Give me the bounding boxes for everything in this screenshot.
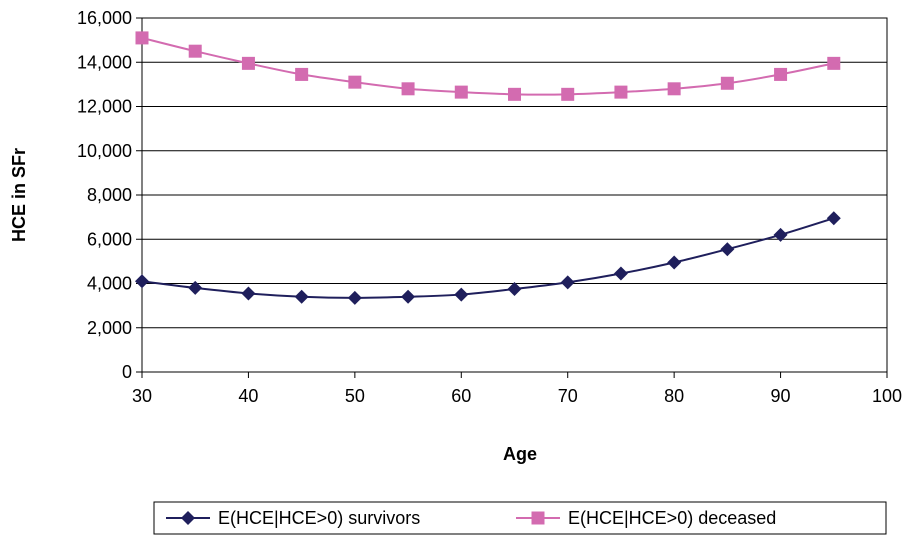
series-1 [135, 211, 841, 305]
legend: E(HCE|HCE>0) survivors E(HCE|HCE>0) decea… [153, 501, 887, 535]
legend-label: E(HCE|HCE>0) deceased [568, 508, 776, 528]
data-point [347, 290, 362, 305]
x-tick-label: 30 [132, 386, 152, 406]
gridlines [142, 17, 887, 373]
data-point [720, 76, 734, 90]
data-point [827, 56, 841, 70]
data-point [241, 286, 256, 301]
x-tick-label: 60 [451, 386, 471, 406]
data-point [508, 87, 521, 101]
data-point [454, 287, 469, 302]
legend-marker [531, 511, 545, 525]
data-point [560, 275, 575, 290]
y-tick-label: 4,000 [87, 274, 132, 294]
y-axis-title: HCE in SFr [9, 148, 29, 242]
data-point [614, 85, 628, 99]
data-point [295, 67, 309, 81]
data-point [774, 67, 788, 81]
data-point [826, 211, 841, 226]
x-tick-label: 70 [558, 386, 578, 406]
data-point [188, 44, 202, 58]
data-point [135, 31, 149, 45]
data-point [401, 289, 416, 304]
data-point [507, 282, 522, 297]
x-tick-label: 50 [345, 386, 365, 406]
y-tick-label: 8,000 [87, 185, 132, 205]
x-axis-title: Age [503, 444, 537, 464]
data-point [348, 75, 362, 89]
y-tick-label: 6,000 [87, 229, 132, 249]
data-point [241, 56, 255, 70]
y-tick-label: 16,000 [77, 8, 132, 28]
y-tick-label: 14,000 [77, 52, 132, 72]
data-point [613, 266, 628, 281]
legend-label: E(HCE|HCE>0) survivors [218, 508, 420, 528]
data-point [135, 274, 149, 289]
x-tick-labels: 30 40 50 60 70 80 90 100 [132, 372, 902, 406]
y-tick-labels: 0 2,000 4,000 6,000 8,000 10,000 12,000 14,000 1… [77, 8, 142, 382]
data-point [773, 227, 788, 242]
series-2 [135, 31, 841, 101]
x-tick-label: 90 [771, 386, 791, 406]
y-tick-label: 10,000 [77, 141, 132, 161]
y-tick-label: 12,000 [77, 97, 132, 117]
data-point [667, 82, 681, 96]
data-point [720, 242, 735, 257]
data-point [667, 255, 682, 270]
data-point [188, 280, 203, 295]
series-layer [135, 31, 841, 305]
legend-marker [181, 511, 195, 525]
x-tick-label: 80 [664, 386, 684, 406]
y-tick-label: 2,000 [87, 318, 132, 338]
x-tick-label: 40 [238, 386, 258, 406]
data-point [294, 289, 309, 304]
data-point [454, 85, 468, 99]
x-tick-label: 100 [872, 386, 902, 406]
data-point [561, 87, 575, 101]
y-tick-label: 0 [122, 362, 132, 382]
data-point [401, 82, 415, 96]
